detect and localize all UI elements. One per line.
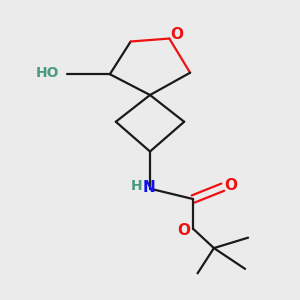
Text: H: H xyxy=(131,179,142,193)
Text: O: O xyxy=(225,178,238,193)
Text: O: O xyxy=(170,28,183,43)
Text: O: O xyxy=(178,223,191,238)
Text: HO: HO xyxy=(36,66,59,80)
Text: N: N xyxy=(142,180,155,195)
